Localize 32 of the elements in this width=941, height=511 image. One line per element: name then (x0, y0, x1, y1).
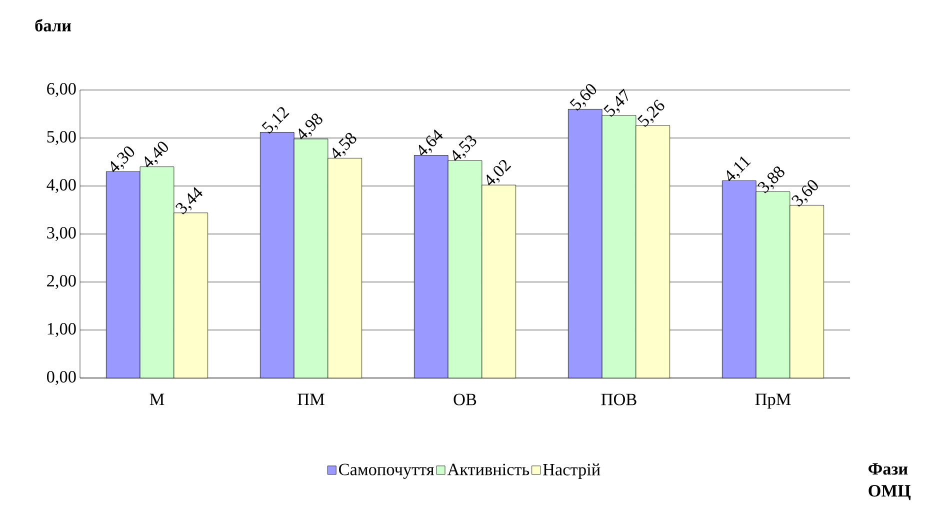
y-tick-label: 4,00 (46, 178, 76, 194)
data-label: 4,40 (144, 142, 168, 168)
data-label: 3,44 (176, 187, 203, 214)
data-label: 4,11 (726, 156, 751, 181)
x-tick-label: М (150, 394, 164, 406)
y-tick-label: 3,00 (47, 226, 76, 242)
x-tick-label: ОВ (454, 394, 476, 406)
data-label: 4,02 (486, 160, 512, 186)
data-label: 5,60 (570, 84, 596, 111)
data-label: 5,26 (637, 99, 664, 127)
x-tick-label: ПМ (298, 394, 324, 406)
x-tick-label: ПОВ (601, 394, 636, 406)
y-tick-label: 6,00 (47, 82, 76, 98)
data-label: 5,47 (604, 88, 628, 117)
data-label: 3,60 (792, 180, 818, 207)
y-tick-label: 1,00 (48, 322, 76, 338)
y-tick-label: 5,00 (47, 130, 76, 146)
data-label: 4,98 (298, 114, 322, 140)
y-tick-label: 2,00 (47, 274, 76, 290)
legend-label: Активність (447, 464, 530, 476)
data-label: 4,58 (332, 132, 356, 158)
x-tick-label: ПрМ (755, 394, 791, 409)
data-label: 4,53 (452, 135, 476, 161)
legend-label: Настрій (543, 464, 600, 479)
text: Фази ОМЦ (868, 463, 911, 500)
data-label: 4,30 (110, 146, 134, 172)
data-label: 3,88 (758, 166, 784, 194)
data-label: 4,64 (418, 129, 443, 156)
data-label: 5,12 (262, 107, 290, 134)
legend-label: Самопочуття (339, 464, 434, 479)
y-tick-label: 0,00 (47, 370, 76, 386)
y-axis-title: бали (35, 18, 72, 32)
